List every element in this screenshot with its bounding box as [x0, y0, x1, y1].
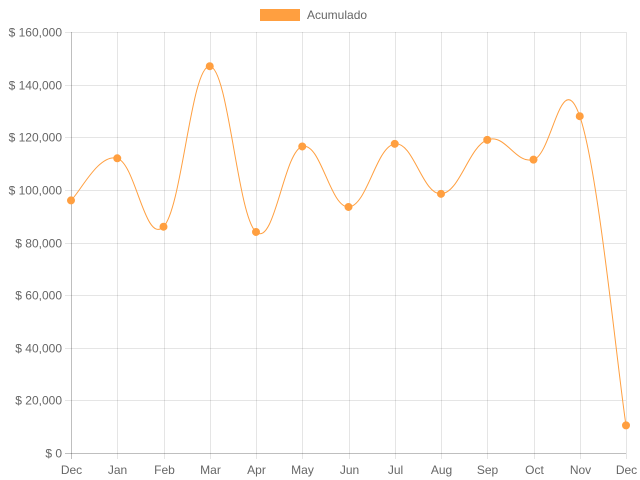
x-axis: Dec Jan Feb Mar Apr May Jun Jul Aug Sep Oct Nov Dec — [61, 463, 637, 477]
data-point[interactable] — [529, 155, 538, 164]
x-tick-label: Mar — [200, 463, 221, 477]
x-tick-label: Dec — [61, 463, 82, 477]
data-point[interactable] — [622, 421, 630, 430]
data-point[interactable] — [390, 139, 399, 148]
data-point[interactable] — [344, 202, 353, 211]
x-tick-label: Aug — [431, 463, 452, 477]
y-tick-label: $ 140,000 — [9, 79, 63, 93]
x-tick-label: Feb — [154, 463, 175, 477]
data-point[interactable] — [298, 142, 307, 151]
data-point[interactable] — [205, 62, 214, 71]
y-tick-label: $ 40,000 — [15, 342, 62, 356]
data-point[interactable] — [113, 154, 122, 163]
legend-label-acumulado: Acumulado — [307, 8, 367, 22]
y-tick-label: $ 0 — [45, 447, 62, 461]
y-tick-label: $ 60,000 — [15, 289, 62, 303]
x-tick-label: Sep — [477, 463, 499, 477]
x-tick-label: Dec — [616, 463, 637, 477]
x-tick-label: Oct — [525, 463, 544, 477]
data-point[interactable] — [67, 196, 75, 205]
grid — [65, 32, 627, 459]
series-line-acumulado — [70, 65, 627, 426]
x-tick-label: May — [291, 463, 314, 477]
y-tick-label: $ 100,000 — [9, 184, 63, 198]
x-tick-label: Jan — [108, 463, 127, 477]
x-tick-label: Jun — [340, 463, 359, 477]
data-point[interactable] — [437, 189, 445, 198]
y-tick-label: $ 160,000 — [9, 26, 63, 40]
legend[interactable]: Acumulado — [260, 8, 367, 22]
data-point[interactable] — [159, 222, 168, 231]
data-point[interactable] — [575, 112, 584, 121]
x-tick-label: Jul — [388, 463, 403, 477]
x-tick-label: Apr — [247, 463, 266, 477]
y-tick-label: $ 80,000 — [15, 237, 62, 251]
data-point[interactable] — [483, 135, 492, 144]
y-axis: $ 0 $ 20,000 $ 40,000 $ 60,000 $ 80,000 $ 100… — [9, 26, 63, 461]
y-tick-label: $ 20,000 — [15, 394, 62, 408]
legend-swatch-acumulado — [260, 9, 300, 21]
y-tick-label: $ 120,000 — [9, 131, 63, 145]
series-acumulado — [67, 62, 630, 430]
x-tick-label: Nov — [570, 463, 591, 477]
data-point[interactable] — [252, 227, 260, 236]
